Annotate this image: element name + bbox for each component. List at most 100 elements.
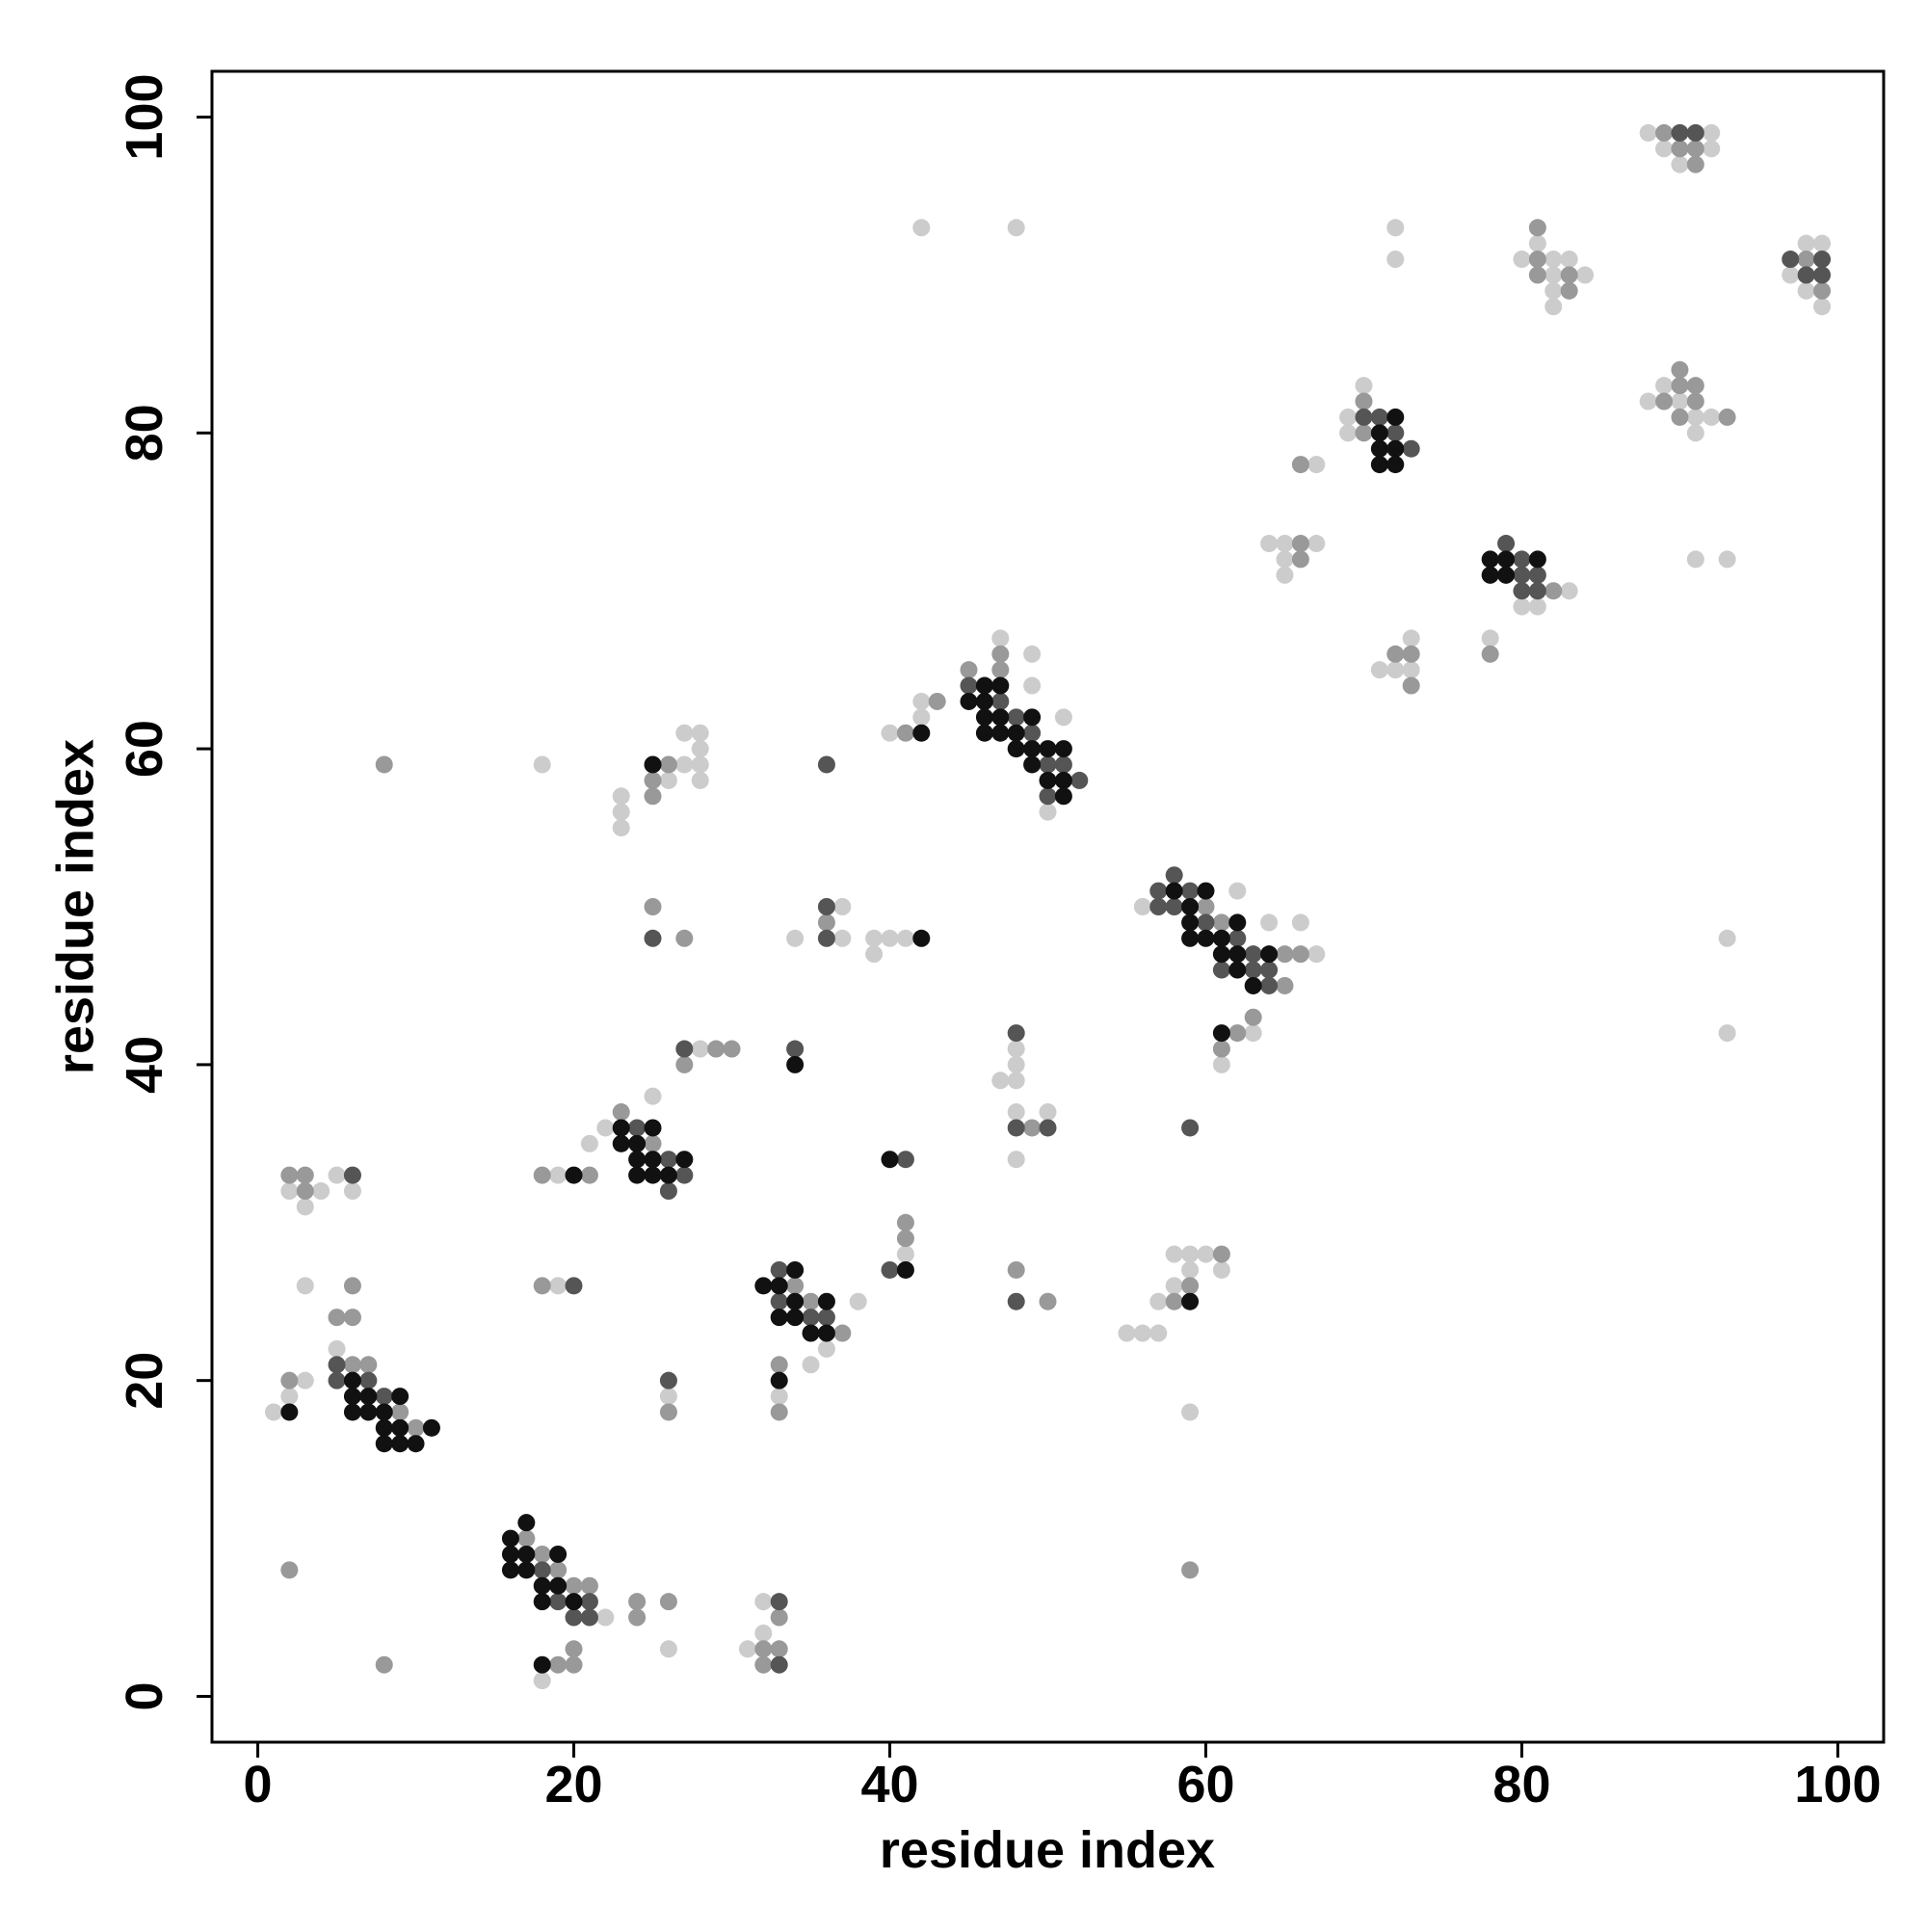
contact-point xyxy=(770,1371,788,1389)
contact-point xyxy=(770,1309,788,1327)
contact-point xyxy=(1686,392,1704,410)
contact-point xyxy=(1718,929,1736,947)
contact-point xyxy=(1181,1245,1200,1263)
y-tick-label: 100 xyxy=(116,73,173,160)
contact-point xyxy=(1497,535,1516,553)
contact-point xyxy=(675,1040,694,1058)
contact-point xyxy=(296,1166,314,1184)
contact-point xyxy=(1655,392,1674,410)
contact-point xyxy=(343,1309,361,1327)
contact-point xyxy=(1402,645,1420,663)
contact-point xyxy=(754,1655,773,1674)
contact-point xyxy=(343,1166,361,1184)
contact-point xyxy=(1260,976,1279,994)
contact-point xyxy=(1197,882,1215,900)
contact-point xyxy=(1228,913,1247,932)
contact-point xyxy=(786,1309,805,1327)
contact-point xyxy=(501,1561,519,1579)
contact-point xyxy=(1671,408,1689,426)
contact-point xyxy=(612,803,630,821)
contact-point xyxy=(1260,535,1279,553)
contact-point xyxy=(328,1166,346,1184)
contact-point xyxy=(1386,645,1405,663)
contact-point xyxy=(628,1166,647,1184)
contact-point xyxy=(659,1403,677,1421)
contact-point xyxy=(817,1339,835,1358)
contact-point xyxy=(1386,661,1405,679)
contact-point xyxy=(1023,676,1042,695)
contact-point xyxy=(817,1324,835,1342)
contact-point xyxy=(802,1324,820,1342)
contact-point xyxy=(1039,1103,1057,1122)
contact-point xyxy=(675,1055,694,1073)
x-tick-label: 60 xyxy=(1176,1756,1234,1813)
contact-point xyxy=(501,1529,519,1548)
contact-point xyxy=(1039,803,1057,821)
contact-point xyxy=(375,1655,393,1674)
contact-point xyxy=(1007,740,1025,758)
contact-point xyxy=(328,1371,346,1389)
contact-point xyxy=(565,1655,583,1674)
contact-point xyxy=(359,1356,378,1374)
contact-point xyxy=(391,1418,409,1437)
contact-point xyxy=(1244,976,1262,994)
contact-point xyxy=(1291,945,1309,964)
contact-point xyxy=(1023,724,1042,742)
contact-point xyxy=(375,755,393,774)
contact-point xyxy=(1228,961,1247,979)
contact-point xyxy=(644,755,662,774)
contact-point xyxy=(1544,266,1563,284)
contact-point xyxy=(580,1166,598,1184)
contact-point xyxy=(1181,882,1200,900)
contact-point xyxy=(1276,566,1294,584)
contact-point xyxy=(912,219,931,237)
contact-point xyxy=(375,1435,393,1453)
contact-point xyxy=(786,1277,805,1295)
contact-point xyxy=(501,1545,519,1563)
contact-point xyxy=(391,1388,409,1406)
contact-point xyxy=(343,1371,361,1389)
contact-point xyxy=(1276,550,1294,569)
contact-point xyxy=(375,1418,393,1437)
contact-point xyxy=(1023,645,1042,663)
contact-point xyxy=(296,1371,314,1389)
contact-point xyxy=(1007,1119,1025,1137)
contact-point xyxy=(628,1119,647,1137)
contact-point xyxy=(1149,882,1168,900)
x-tick-label: 80 xyxy=(1492,1756,1550,1813)
contact-point xyxy=(770,1640,788,1658)
contact-point xyxy=(738,1640,756,1658)
contact-point xyxy=(1386,408,1405,426)
contact-point xyxy=(580,1608,598,1627)
contact-point xyxy=(1023,708,1042,727)
contact-point xyxy=(1528,234,1546,252)
contact-point xyxy=(991,661,1010,679)
contact-point xyxy=(533,1576,551,1595)
contact-point xyxy=(1165,882,1183,900)
contact-point xyxy=(359,1388,378,1406)
contact-point xyxy=(1181,1260,1200,1279)
contact-point xyxy=(343,1277,361,1295)
contact-point xyxy=(1197,898,1215,915)
contact-point xyxy=(1291,456,1309,474)
y-axis-title: residue index xyxy=(46,739,104,1074)
contact-point xyxy=(1212,1245,1230,1263)
contact-point xyxy=(1797,266,1815,284)
contact-point xyxy=(833,1324,852,1342)
contact-point xyxy=(1671,360,1689,379)
contact-point xyxy=(1007,1072,1025,1090)
contact-point xyxy=(1370,456,1388,474)
contact-point xyxy=(1339,408,1358,426)
contact-point xyxy=(517,1514,536,1532)
contact-point xyxy=(1039,755,1057,774)
contact-point xyxy=(1276,945,1294,964)
contact-point xyxy=(1007,1292,1025,1310)
contact-point xyxy=(1007,1103,1025,1122)
contact-point xyxy=(1181,1561,1200,1579)
contact-point xyxy=(1054,755,1072,774)
contact-point xyxy=(1560,251,1578,269)
contact-point xyxy=(817,913,835,932)
contact-point xyxy=(1244,961,1262,979)
contact-point xyxy=(549,1593,568,1611)
